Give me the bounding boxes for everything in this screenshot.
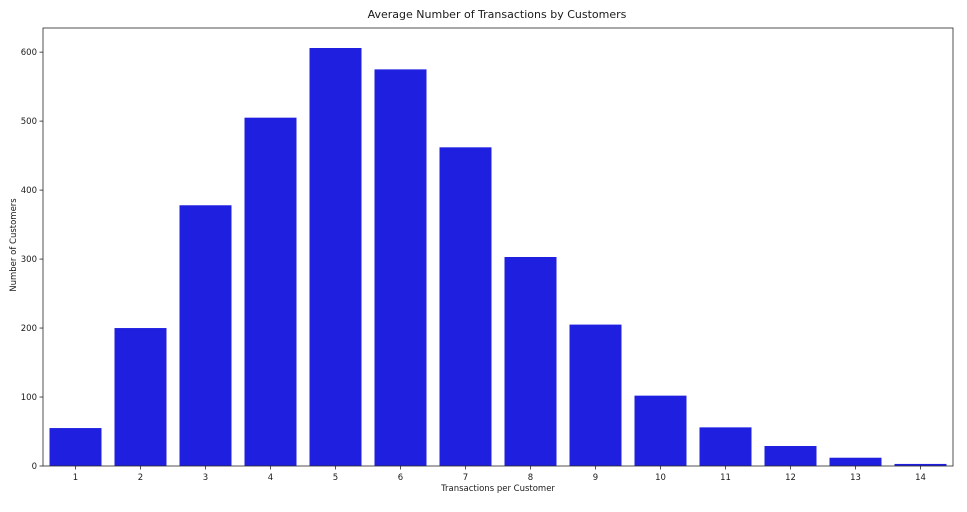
- x-tick-label: 13: [850, 473, 861, 483]
- y-tick-label: 200: [21, 324, 37, 334]
- bar-10: [634, 395, 687, 466]
- bar-7: [439, 147, 492, 466]
- bar-3: [179, 205, 232, 466]
- bar-series: [49, 48, 947, 467]
- y-axis-label: Number of Customers: [9, 198, 19, 292]
- plot-area-frame: [42, 27, 954, 467]
- y-tick-label: 300: [21, 255, 37, 265]
- chart-title: Average Number of Transactions by Custom…: [368, 8, 627, 21]
- y-axis: 0 100 200 300 400 500 600: [21, 48, 43, 472]
- bar-2: [114, 328, 167, 466]
- x-tick-label: 1: [73, 473, 78, 483]
- y-tick-label: 100: [21, 393, 37, 403]
- x-tick-label: 2: [138, 473, 143, 483]
- x-tick-label: 9: [593, 473, 598, 483]
- bar-14: [894, 463, 947, 466]
- bar-4: [244, 117, 297, 467]
- x-tick-label: 3: [203, 473, 208, 483]
- bar-6: [374, 69, 427, 466]
- bar-9: [569, 324, 622, 466]
- bar-5: [309, 48, 362, 467]
- y-tick-label: 500: [21, 117, 37, 127]
- x-tick-label: 6: [398, 473, 403, 483]
- x-tick-label: 14: [915, 473, 926, 483]
- y-tick-label: 0: [32, 462, 37, 472]
- bar-12: [764, 445, 817, 466]
- bar-8: [504, 257, 557, 466]
- x-tick-label: 10: [655, 473, 666, 483]
- y-tick-label: 400: [21, 186, 37, 196]
- bar-13: [829, 457, 882, 466]
- x-tick-label: 12: [785, 473, 796, 483]
- x-axis-label: Transactions per Customer: [440, 484, 555, 494]
- x-tick-label: 7: [463, 473, 468, 483]
- x-axis: 1 2 3 4 5 6 7 8 9 10 11 12 13 14: [73, 466, 926, 483]
- x-tick-label: 8: [528, 473, 533, 483]
- bar-11: [699, 427, 752, 466]
- y-tick-label: 600: [21, 48, 37, 58]
- x-tick-label: 11: [720, 473, 731, 483]
- x-tick-label: 4: [268, 473, 273, 483]
- x-tick-label: 5: [333, 473, 338, 483]
- bar-1: [49, 428, 102, 466]
